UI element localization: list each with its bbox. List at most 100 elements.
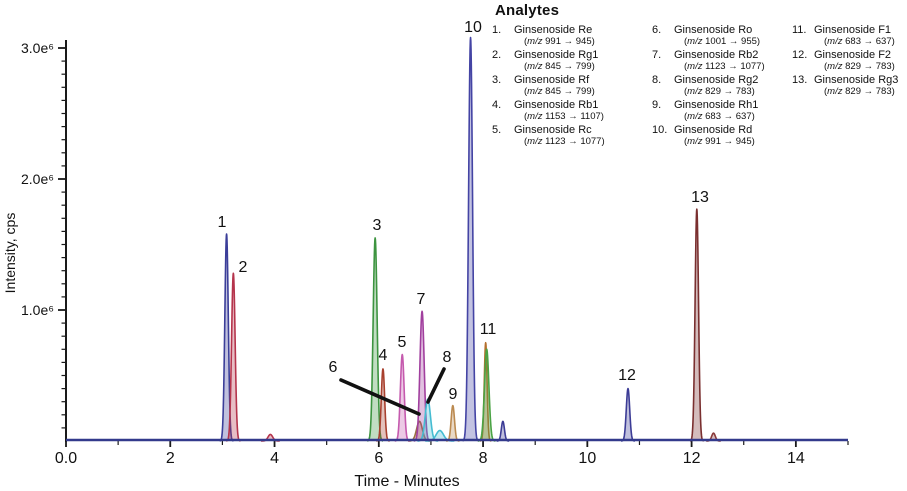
x-tick-label: 14 <box>787 450 805 467</box>
legend-item-number: 9. <box>652 99 662 111</box>
legend-item-name: Ginsenoside F1 <box>814 24 892 36</box>
x-tick-label: 10 <box>578 450 596 467</box>
legend-item-mz: (m/z 845 → 799) <box>524 61 595 72</box>
legend-item: 10. Ginsenoside Rd (m/z 991 → 945) <box>652 124 792 147</box>
legend-item-number: 5. <box>492 124 502 136</box>
legend-item-mz: (m/z 683 → 637) <box>684 111 755 122</box>
peak-trace-9 <box>445 404 461 442</box>
x-tick-label: 12 <box>683 450 701 467</box>
legend-item-name: Ginsenoside Rf <box>514 74 590 86</box>
peak-number-label: 10 <box>464 19 482 36</box>
legend-item-mz: (m/z 1001 → 955) <box>684 36 761 47</box>
legend-item: 9. Ginsenoside Rh1 (m/z 683 → 637) <box>652 99 792 122</box>
legend-item-mz: (m/z 829 → 783) <box>684 86 755 97</box>
legend-item-mz: (m/z 845 → 799) <box>524 86 595 97</box>
peak-number-label: 9 <box>449 386 458 403</box>
legend-item-name: Ginsenoside Rg3 <box>814 74 899 86</box>
x-tick-label: 4 <box>270 450 279 467</box>
legend-item: 13. Ginsenoside Rg3 (m/z 829 → 783) <box>792 74 906 97</box>
legend-item-name: Ginsenoside Rg1 <box>514 49 599 61</box>
legend-item: 6. Ginsenoside Ro (m/z 1001 → 955) <box>652 24 792 47</box>
legend-item-number: 8. <box>652 74 662 86</box>
peak-number-label: 12 <box>618 367 636 384</box>
legend-item: 7. Ginsenoside Rb2 (m/z 1123 → 1077) <box>652 49 792 72</box>
peak-number-label: 7 <box>417 291 426 308</box>
annotation-line-6 <box>339 378 421 416</box>
legend-item-name: Ginsenoside Rb1 <box>514 99 599 111</box>
legend-item-number: 2. <box>492 49 502 61</box>
legend-title: Analytes <box>495 2 560 19</box>
legend-item-name: Ginsenoside Rb2 <box>674 49 759 61</box>
legend-item-mz: (m/z 1123 → 1077) <box>524 136 605 147</box>
legend-item-name: Ginsenoside F2 <box>814 49 892 61</box>
peak-trace-1 <box>218 233 235 442</box>
legend-item-number: 6. <box>652 24 662 36</box>
legend-item-name: Ginsenoside Rc <box>514 124 592 136</box>
peak-trace-3 <box>366 237 384 442</box>
legend-item-number: 4. <box>492 99 502 111</box>
y-tick-label: 3.0e⁶ <box>21 40 54 56</box>
y-tick-label: 1.0e⁶ <box>21 302 54 318</box>
legend-item-name: Ginsenoside Ro <box>674 24 753 36</box>
legend-item: 4. Ginsenoside Rb1 (m/z 1153 → 1107) <box>492 99 652 122</box>
legend-columns: 1. Ginsenoside Re (m/z 991 → 945) 2. Ginseno… <box>492 24 906 149</box>
legend-item-name: Ginsenoside Re <box>514 24 593 36</box>
legend-item-number: 10. <box>652 124 668 136</box>
peak-number-label: 8 <box>443 349 452 366</box>
peak-trace-5 <box>393 353 411 442</box>
legend-column: 1. Ginsenoside Re (m/z 991 → 945) 2. Ginseno… <box>492 24 652 149</box>
y-axis-title: Intensity, cps <box>2 213 18 294</box>
legend-item-mz: (m/z 829 → 783) <box>824 86 895 97</box>
peak-number-label: 5 <box>398 334 407 351</box>
peak-number-label: 4 <box>379 347 388 364</box>
legend-item-name: Ginsenoside Rg2 <box>674 74 759 86</box>
legend-item: 8. Ginsenoside Rg2 (m/z 829 → 783) <box>652 74 792 97</box>
legend-column: 11. Ginsenoside F1 (m/z 683 → 637) 12. Ginse… <box>792 24 906 99</box>
legend-item-number: 1. <box>492 24 502 36</box>
legend-item-mz: (m/z 829 → 783) <box>824 61 895 72</box>
legend-item-mz: (m/z 991 → 945) <box>524 36 595 47</box>
legend-item-name: Ginsenoside Rd <box>674 124 753 136</box>
peak-number-label: 6 <box>329 359 338 376</box>
peak-trace <box>495 420 510 442</box>
x-tick-label: 0.0 <box>55 450 77 467</box>
legend-item: 5. Ginsenoside Rc (m/z 1123 → 1077) <box>492 124 652 147</box>
legend-item-mz: (m/z 1153 → 1107) <box>524 111 604 122</box>
legend-column: 6. Ginsenoside Ro (m/z 1001 → 955) 7. Ginsen… <box>652 24 792 149</box>
analytes-legend: Analytes 1. Ginsenoside Re (m/z 991 → 945)… <box>492 2 906 149</box>
annotation-line-8 <box>426 367 446 404</box>
x-axis-title: Time - Minutes <box>354 473 459 490</box>
legend-item-number: 13. <box>792 74 808 86</box>
legend-item-number: 11. <box>792 24 807 36</box>
legend-item-mz: (m/z 991 → 945) <box>684 136 755 147</box>
legend-item-number: 12. <box>792 49 808 61</box>
x-tick-label: 8 <box>479 450 488 467</box>
peak-trace-2 <box>225 272 242 442</box>
peak-trace-13 <box>689 208 705 442</box>
legend-item-number: 3. <box>492 74 502 86</box>
peak-trace-7 <box>412 310 432 442</box>
legend-item: 11. Ginsenoside F1 (m/z 683 → 637) <box>792 24 906 47</box>
legend-item-mz: (m/z 1123 → 1077) <box>684 61 765 72</box>
peak-number-label: 11 <box>480 321 497 338</box>
legend-item: 2. Ginsenoside Rg1 (m/z 845 → 799) <box>492 49 652 72</box>
legend-item: 1. Ginsenoside Re (m/z 991 → 945) <box>492 24 652 47</box>
peak-trace-10 <box>461 36 480 442</box>
peak-number-label: 13 <box>691 189 709 206</box>
legend-item-mz: (m/z 683 → 637) <box>824 36 895 47</box>
peak-number-label: 2 <box>239 259 248 276</box>
legend-item: 12. Ginsenoside F2 (m/z 829 → 783) <box>792 49 906 72</box>
legend-item-name: Ginsenoside Rh1 <box>674 99 759 111</box>
legend-item: 3. Ginsenoside Rf (m/z 845 → 799) <box>492 74 652 97</box>
peak-trace-12 <box>620 387 636 442</box>
legend-item-number: 7. <box>652 49 662 61</box>
x-tick-label: 2 <box>166 450 175 467</box>
x-tick-label: 6 <box>374 450 383 467</box>
peak-number-label: 3 <box>373 217 382 234</box>
y-tick-label: 2.0e⁶ <box>21 171 54 187</box>
peak-trace <box>477 348 497 442</box>
peak-number-label: 1 <box>218 214 227 231</box>
peak-trace-11 <box>479 341 493 442</box>
